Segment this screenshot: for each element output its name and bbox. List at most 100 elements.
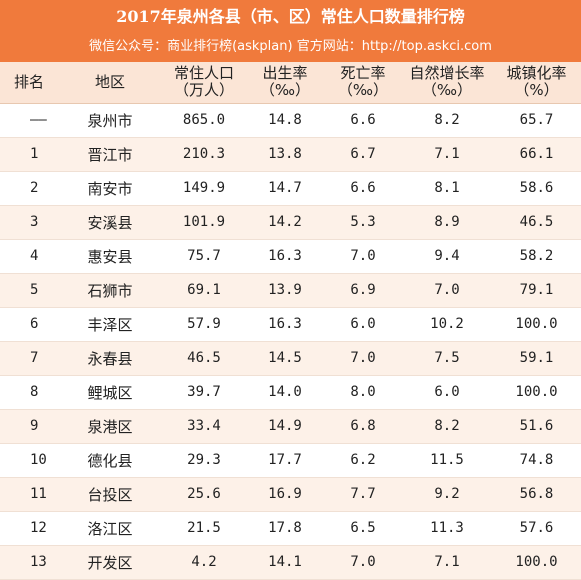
- rank-cell: ——: [0, 103, 58, 138]
- birth-rate-cell: 17.8: [246, 511, 324, 546]
- header-rank: 排名: [0, 62, 58, 104]
- table-row: 4 惠安县 75.7 16.3 7.0 9.4 58.2: [0, 239, 581, 274]
- urbanization-cell: 74.8: [492, 443, 581, 478]
- death-rate-cell: 6.6: [324, 171, 402, 206]
- table-row: 5 石狮市 69.1 13.9 6.9 7.0 79.1: [0, 273, 581, 308]
- urbanization-cell: 100.0: [492, 545, 581, 580]
- table-row: 9 泉港区 33.4 14.9 6.8 8.2 51.6: [0, 409, 581, 444]
- rank-cell: 4: [0, 239, 58, 274]
- rank-cell: 2: [0, 171, 58, 206]
- population-cell: 33.4: [162, 409, 246, 444]
- death-rate-cell: 6.0: [324, 307, 402, 342]
- death-rate-cell: 8.0: [324, 375, 402, 410]
- table-row: 7 永春县 46.5 14.5 7.0 7.5 59.1: [0, 341, 581, 376]
- population-cell: 69.1: [162, 273, 246, 308]
- death-rate-cell: 6.7: [324, 137, 402, 172]
- population-ranking-table: 排名 地区 常住人口 （万人） 出生率 （‰） 死亡率 （‰） 自然增长率 （‰） 城镇…: [0, 62, 581, 580]
- birth-rate-cell: 14.0: [246, 375, 324, 410]
- growth-rate-cell: 7.0: [402, 273, 492, 308]
- header-population: 常住人口 （万人）: [162, 62, 246, 104]
- region-cell: 惠安县: [58, 239, 162, 274]
- rank-cell: 5: [0, 273, 58, 308]
- table-row: 10 德化县 29.3 17.7 6.2 11.5 74.8: [0, 443, 581, 478]
- region-cell: 南安市: [58, 171, 162, 206]
- birth-rate-cell: 16.3: [246, 307, 324, 342]
- birth-rate-cell: 13.9: [246, 273, 324, 308]
- rank-cell: 12: [0, 511, 58, 546]
- growth-rate-cell: 11.3: [402, 511, 492, 546]
- birth-rate-cell: 13.8: [246, 137, 324, 172]
- urbanization-cell: 59.1: [492, 341, 581, 376]
- death-rate-cell: 6.8: [324, 409, 402, 444]
- growth-rate-cell: 8.2: [402, 409, 492, 444]
- table-row: 6 丰泽区 57.9 16.3 6.0 10.2 100.0: [0, 307, 581, 342]
- header-death-rate: 死亡率 （‰）: [324, 62, 402, 104]
- growth-rate-cell: 8.1: [402, 171, 492, 206]
- region-cell: 开发区: [58, 545, 162, 580]
- death-rate-cell: 5.3: [324, 205, 402, 240]
- population-cell: 4.2: [162, 545, 246, 580]
- table-header-row: 排名 地区 常住人口 （万人） 出生率 （‰） 死亡率 （‰） 自然增长率 （‰） 城镇…: [0, 62, 581, 104]
- table-row: 8 鲤城区 39.7 14.0 8.0 6.0 100.0: [0, 375, 581, 410]
- growth-rate-cell: 6.0: [402, 375, 492, 410]
- birth-rate-cell: 14.1: [246, 545, 324, 580]
- table-row: 3 安溪县 101.9 14.2 5.3 8.9 46.5: [0, 205, 581, 240]
- death-rate-cell: 7.0: [324, 545, 402, 580]
- header-birth-rate: 出生率 （‰）: [246, 62, 324, 104]
- death-rate-cell: 7.0: [324, 239, 402, 274]
- population-cell: 75.7: [162, 239, 246, 274]
- death-rate-cell: 6.9: [324, 273, 402, 308]
- region-cell: 晋江市: [58, 137, 162, 172]
- region-cell: 鲤城区: [58, 375, 162, 410]
- region-cell: 德化县: [58, 443, 162, 478]
- urbanization-cell: 79.1: [492, 273, 581, 308]
- urbanization-cell: 56.8: [492, 477, 581, 512]
- urbanization-cell: 66.1: [492, 137, 581, 172]
- rank-cell: 9: [0, 409, 58, 444]
- birth-rate-cell: 14.9: [246, 409, 324, 444]
- growth-rate-cell: 8.2: [402, 103, 492, 138]
- death-rate-cell: 6.2: [324, 443, 402, 478]
- region-cell: 泉州市: [58, 103, 162, 138]
- population-cell: 210.3: [162, 137, 246, 172]
- urbanization-cell: 100.0: [492, 375, 581, 410]
- population-cell: 29.3: [162, 443, 246, 478]
- header-urbanization: 城镇化率 （%）: [492, 62, 581, 104]
- table-row: 1 晋江市 210.3 13.8 6.7 7.1 66.1: [0, 137, 581, 172]
- region-cell: 丰泽区: [58, 307, 162, 342]
- rank-cell: 13: [0, 545, 58, 580]
- population-cell: 149.9: [162, 171, 246, 206]
- population-cell: 21.5: [162, 511, 246, 546]
- table-row: 11 台投区 25.6 16.9 7.7 9.2 56.8: [0, 477, 581, 512]
- table-row: 13 开发区 4.2 14.1 7.0 7.1 100.0: [0, 545, 581, 580]
- birth-rate-cell: 16.3: [246, 239, 324, 274]
- rank-cell: 3: [0, 205, 58, 240]
- death-rate-cell: 6.6: [324, 103, 402, 138]
- region-cell: 石狮市: [58, 273, 162, 308]
- birth-rate-cell: 14.5: [246, 341, 324, 376]
- growth-rate-cell: 11.5: [402, 443, 492, 478]
- urbanization-cell: 58.2: [492, 239, 581, 274]
- table-row: —— 泉州市 865.0 14.8 6.6 8.2 65.7: [0, 103, 581, 138]
- rank-cell: 6: [0, 307, 58, 342]
- population-cell: 25.6: [162, 477, 246, 512]
- birth-rate-cell: 14.2: [246, 205, 324, 240]
- rank-cell: 8: [0, 375, 58, 410]
- birth-rate-cell: 16.9: [246, 477, 324, 512]
- region-cell: 安溪县: [58, 205, 162, 240]
- rank-cell: 7: [0, 341, 58, 376]
- death-rate-cell: 6.5: [324, 511, 402, 546]
- growth-rate-cell: 8.9: [402, 205, 492, 240]
- urbanization-cell: 51.6: [492, 409, 581, 444]
- growth-rate-cell: 7.1: [402, 545, 492, 580]
- rank-cell: 11: [0, 477, 58, 512]
- source-info: 微信公众号：商业排行榜(askplan) 官方网站：http://top.ask…: [0, 34, 581, 62]
- header-growth-rate: 自然增长率 （‰）: [402, 62, 492, 104]
- urbanization-cell: 58.6: [492, 171, 581, 206]
- region-cell: 洛江区: [58, 511, 162, 546]
- birth-rate-cell: 14.7: [246, 171, 324, 206]
- growth-rate-cell: 9.4: [402, 239, 492, 274]
- birth-rate-cell: 14.8: [246, 103, 324, 138]
- population-cell: 46.5: [162, 341, 246, 376]
